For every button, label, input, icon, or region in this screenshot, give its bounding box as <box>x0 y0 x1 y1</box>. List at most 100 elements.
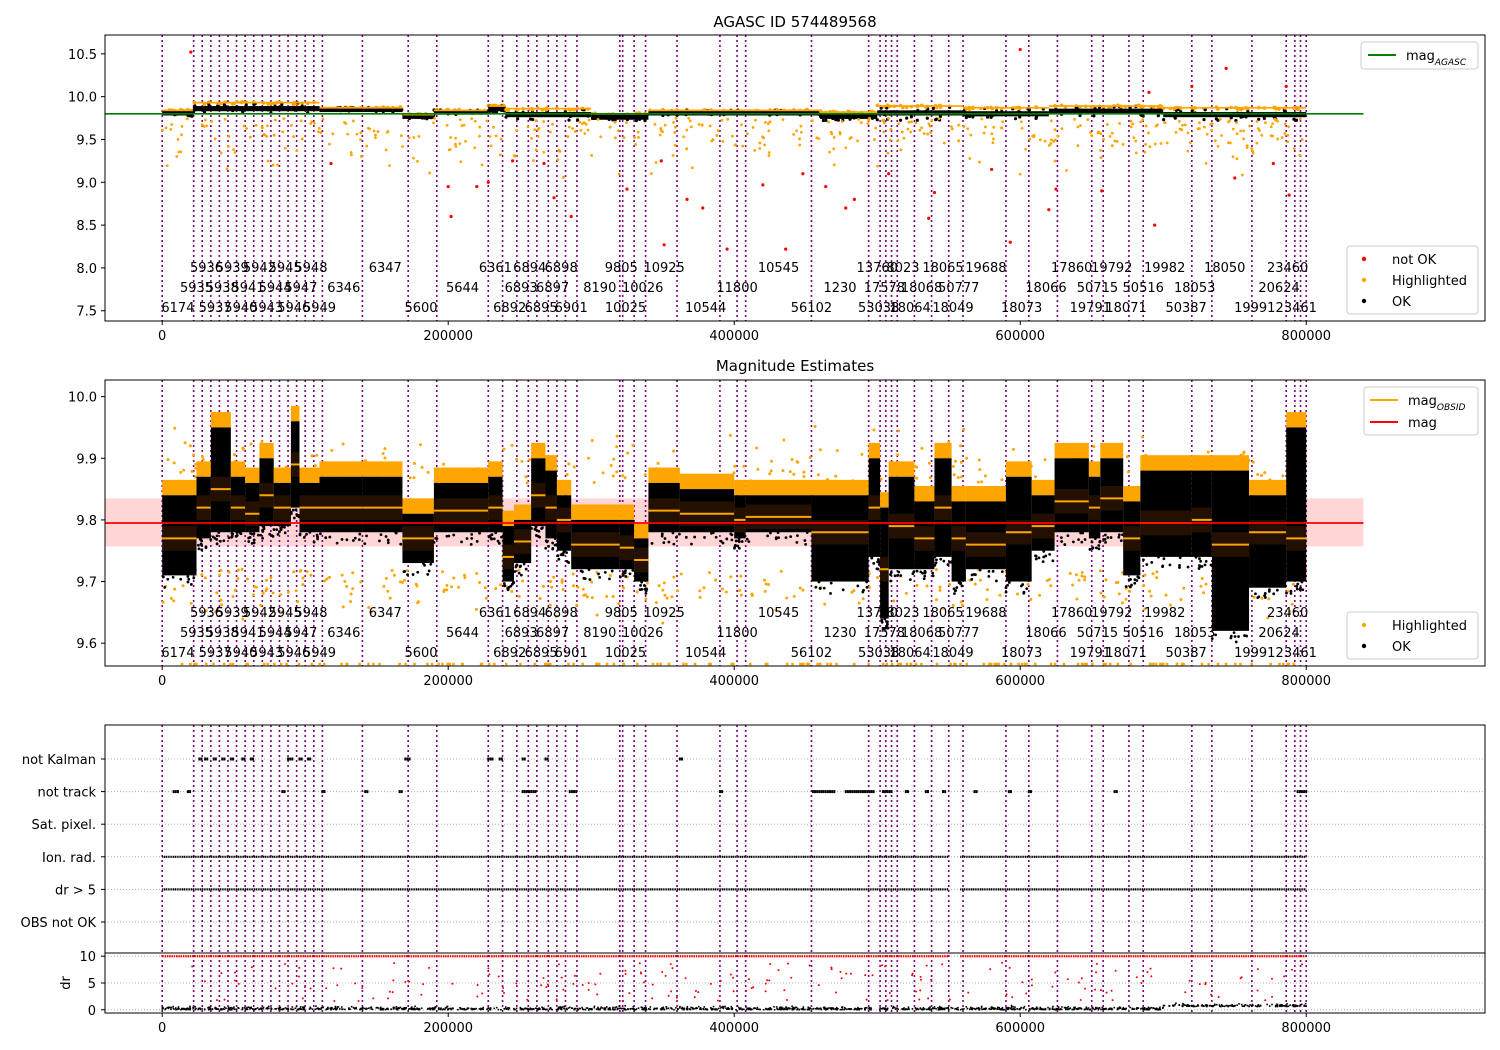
ok-point <box>192 576 196 580</box>
dr-point <box>246 1006 248 1009</box>
highlighted-point <box>374 133 377 137</box>
highlighted-point <box>1181 123 1184 127</box>
highlighted-point <box>1276 137 1280 141</box>
dr-point <box>788 1007 790 1010</box>
highlighted-point <box>473 146 477 150</box>
dr-point <box>697 1005 700 1008</box>
dr-point <box>174 1007 177 1009</box>
dr-point <box>933 1007 936 1010</box>
highlighted-point <box>1099 156 1103 160</box>
flag-mark <box>309 757 312 761</box>
ok-point <box>1034 554 1037 558</box>
dr-point <box>768 1008 771 1011</box>
obsid-label: 23460 <box>1267 606 1308 621</box>
highlighted-clipped-point <box>852 662 856 666</box>
dr-point <box>249 1008 251 1010</box>
ok-point <box>470 532 474 536</box>
flag-mark <box>491 757 494 761</box>
ok-point <box>1214 633 1217 637</box>
dr-point <box>922 1006 925 1009</box>
dr-point <box>302 1008 305 1011</box>
ok-point <box>1285 591 1288 595</box>
ok-point <box>211 535 215 539</box>
highlighted-point <box>798 143 802 147</box>
highlighted-point <box>649 172 653 175</box>
dr-point <box>904 1008 907 1011</box>
highlighted-point <box>716 129 720 132</box>
ok-point <box>261 528 264 532</box>
ok-point <box>235 531 239 534</box>
ok-point <box>737 540 741 544</box>
dr-not-ok-point <box>777 969 780 972</box>
ok-point <box>725 537 729 541</box>
dr-point <box>735 1008 737 1011</box>
dr-point <box>716 1008 718 1011</box>
flag-mark <box>366 790 369 794</box>
highlighted-point <box>254 123 258 127</box>
dr-not-ok-point <box>428 966 431 969</box>
dr-not-ok-point <box>1188 979 1191 982</box>
dr-not-ok-point <box>325 987 328 990</box>
highlighted-point <box>1110 131 1114 135</box>
dr-point <box>780 1007 782 1010</box>
panel-3-frame <box>104 724 1486 1014</box>
highlighted-band <box>914 486 935 502</box>
ok-point <box>991 569 995 573</box>
highlighted-point <box>1245 146 1249 149</box>
dr-not-ok-point <box>628 992 631 995</box>
dr-point <box>908 1008 910 1010</box>
ok-point <box>1022 590 1026 594</box>
highlighted-point <box>313 464 317 468</box>
highlighted-point <box>1154 124 1158 128</box>
dr-point <box>320 1006 323 1009</box>
dr-point <box>844 1007 847 1010</box>
highlighted-point <box>663 593 667 597</box>
dr-point <box>401 1008 404 1010</box>
dr-not-ok-point <box>1066 978 1069 981</box>
dr-point <box>689 1008 692 1011</box>
dr-point <box>1001 1006 1004 1009</box>
flag-mark <box>822 790 825 794</box>
dr-point <box>928 1008 931 1010</box>
dr-point <box>1298 1005 1300 1007</box>
ok-point <box>1117 535 1121 539</box>
obsid-label: 5940 <box>224 646 257 661</box>
ok-point <box>384 535 388 538</box>
highlighted-point <box>265 578 269 582</box>
ok-point <box>1289 591 1293 595</box>
dr-point <box>1071 1008 1074 1011</box>
highlighted-point <box>768 472 772 476</box>
dr-point <box>418 1008 420 1011</box>
dr-point <box>438 1008 440 1011</box>
dr-point <box>270 1008 273 1011</box>
ok-point <box>432 540 436 544</box>
dr-point <box>444 1007 447 1009</box>
highlighted-point <box>926 132 930 136</box>
dr-point <box>1276 1005 1279 1008</box>
highlighted-point <box>376 130 380 133</box>
dr-point <box>284 1007 287 1009</box>
ok-point <box>769 531 772 535</box>
dr-point <box>649 1008 651 1011</box>
flag-mark <box>404 757 407 761</box>
highlighted-clipped-point <box>982 662 986 666</box>
highlighted-point <box>608 573 612 577</box>
highlighted-point <box>1260 474 1264 478</box>
dr-point <box>756 1008 758 1010</box>
highlighted-clipped-point <box>1049 662 1053 666</box>
highlighted-point <box>283 146 287 150</box>
dr-not-ok-point <box>911 974 914 977</box>
highlighted-point <box>962 125 966 128</box>
flag-mark <box>243 757 246 761</box>
highlighted-point <box>170 123 174 126</box>
highlighted-clipped-point <box>801 662 804 666</box>
ok-point <box>534 534 538 537</box>
flag-mark <box>546 757 549 761</box>
highlighted-band <box>1249 479 1287 496</box>
dr-not-ok-point <box>1054 971 1057 974</box>
dr-point <box>392 1006 395 1009</box>
dr-point <box>434 1006 436 1009</box>
highlighted-point <box>728 433 732 437</box>
ok-point <box>675 535 678 539</box>
